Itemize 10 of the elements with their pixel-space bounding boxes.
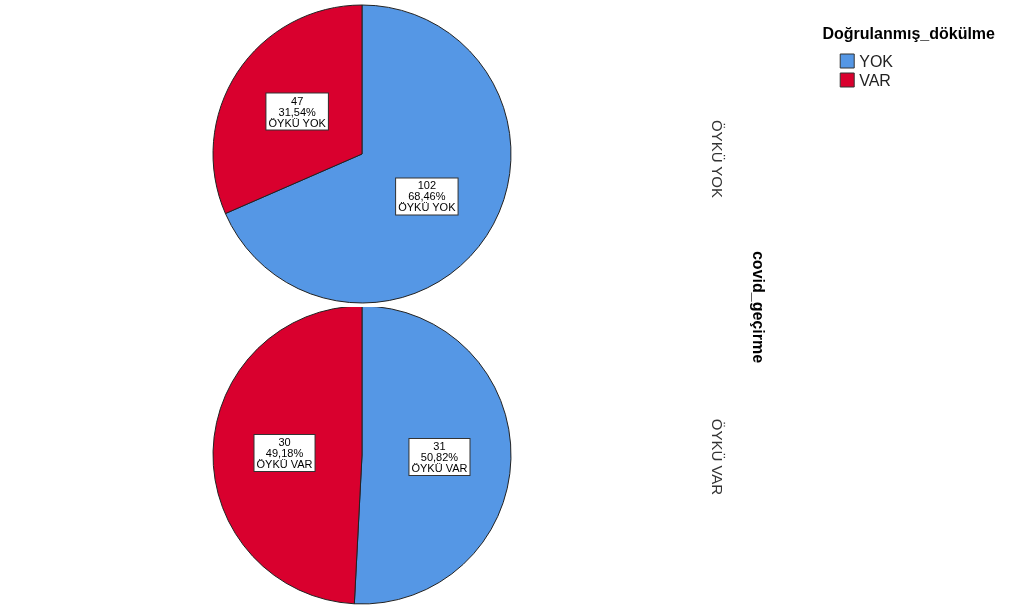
- text: ÖYKÜ VAR: [708, 418, 726, 496]
- legend-label: VAR: [859, 71, 891, 89]
- data-label: 31 50,82% ÖYKÜ VAR: [411, 440, 468, 474]
- data-label: 102 68,46% ÖYKÜ YOK: [398, 179, 457, 214]
- data-label: 30 49,18% ÖYKÜ VAR: [256, 436, 313, 470]
- legend-title: Doğrulanmış_dökülme: [822, 24, 996, 42]
- legend-label: YOK: [859, 52, 894, 70]
- text: ÖYKÜ YOK: [708, 119, 726, 199]
- text: covid_geçirme: [749, 250, 767, 364]
- data-label: 47 31,54% ÖYKÜ YOK: [268, 94, 327, 129]
